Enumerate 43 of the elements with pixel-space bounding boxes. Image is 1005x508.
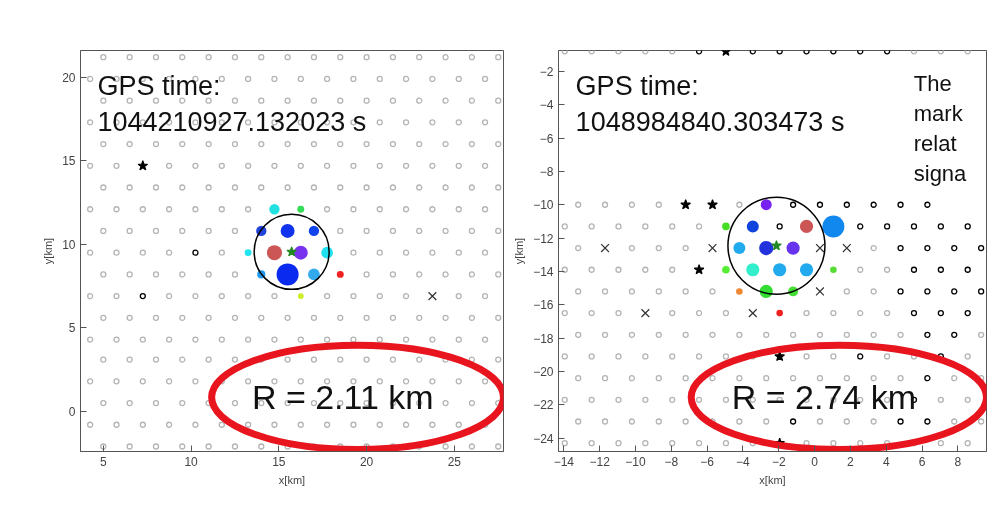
- x-tick-label: 5: [99, 454, 107, 469]
- y-tick-label: −12: [533, 231, 554, 246]
- x-tick-label: 10: [184, 454, 199, 469]
- y-tick-label: 20: [62, 70, 76, 85]
- y-tick-label: −2: [539, 64, 554, 79]
- x-tick-label: −4: [736, 454, 751, 469]
- y-tick-label: −8: [539, 164, 554, 179]
- x-tick-label: 6: [918, 454, 926, 469]
- y-tick-label: −14: [533, 264, 554, 279]
- y-tick-label: −10: [533, 198, 554, 213]
- x-tick-label: 4: [882, 454, 890, 469]
- annotation: GPS time: 1048984840.303473 s: [575, 70, 845, 137]
- x-tick-label: −12: [589, 454, 611, 469]
- y-tick-label: −24: [533, 431, 554, 446]
- annotation: R = 2.74 km: [731, 378, 916, 417]
- x-tick-label: 15: [272, 454, 286, 469]
- x-tick-label: −2: [771, 454, 786, 469]
- x-tick-label: −8: [664, 454, 679, 469]
- y-axis-title: y[km]: [513, 237, 526, 265]
- y-tick-label: 5: [68, 321, 76, 336]
- x-tick-label: −10: [625, 454, 647, 469]
- y-tick-label: −20: [533, 364, 554, 379]
- y-axis-title: y[km]: [42, 237, 55, 265]
- x-tick-label: 25: [447, 454, 462, 469]
- annotation: GPS time: 1044210927.132023 s: [97, 70, 367, 137]
- annotation: The mark relat signa: [913, 70, 968, 186]
- y-tick-label: 0: [68, 404, 76, 419]
- y-tick-label: −22: [533, 398, 554, 413]
- y-tick-label: 10: [62, 237, 76, 252]
- y-tick-label: −18: [533, 331, 554, 346]
- x-tick-label: 8: [954, 454, 962, 469]
- x-tick-label: 2: [847, 454, 855, 469]
- x-axis-title: x[km]: [278, 473, 306, 486]
- annotation: R = 2.11 km: [251, 378, 434, 417]
- x-axis-title: x[km]: [759, 473, 786, 486]
- x-tick-label: −14: [553, 454, 575, 469]
- x-tick-label: 20: [359, 454, 374, 469]
- y-tick-label: 15: [62, 154, 76, 169]
- y-tick-label: −6: [539, 131, 554, 146]
- x-tick-label: −6: [700, 454, 715, 469]
- y-tick-label: −16: [533, 298, 554, 313]
- x-tick-label: 0: [811, 454, 819, 469]
- y-tick-label: −4: [539, 98, 554, 113]
